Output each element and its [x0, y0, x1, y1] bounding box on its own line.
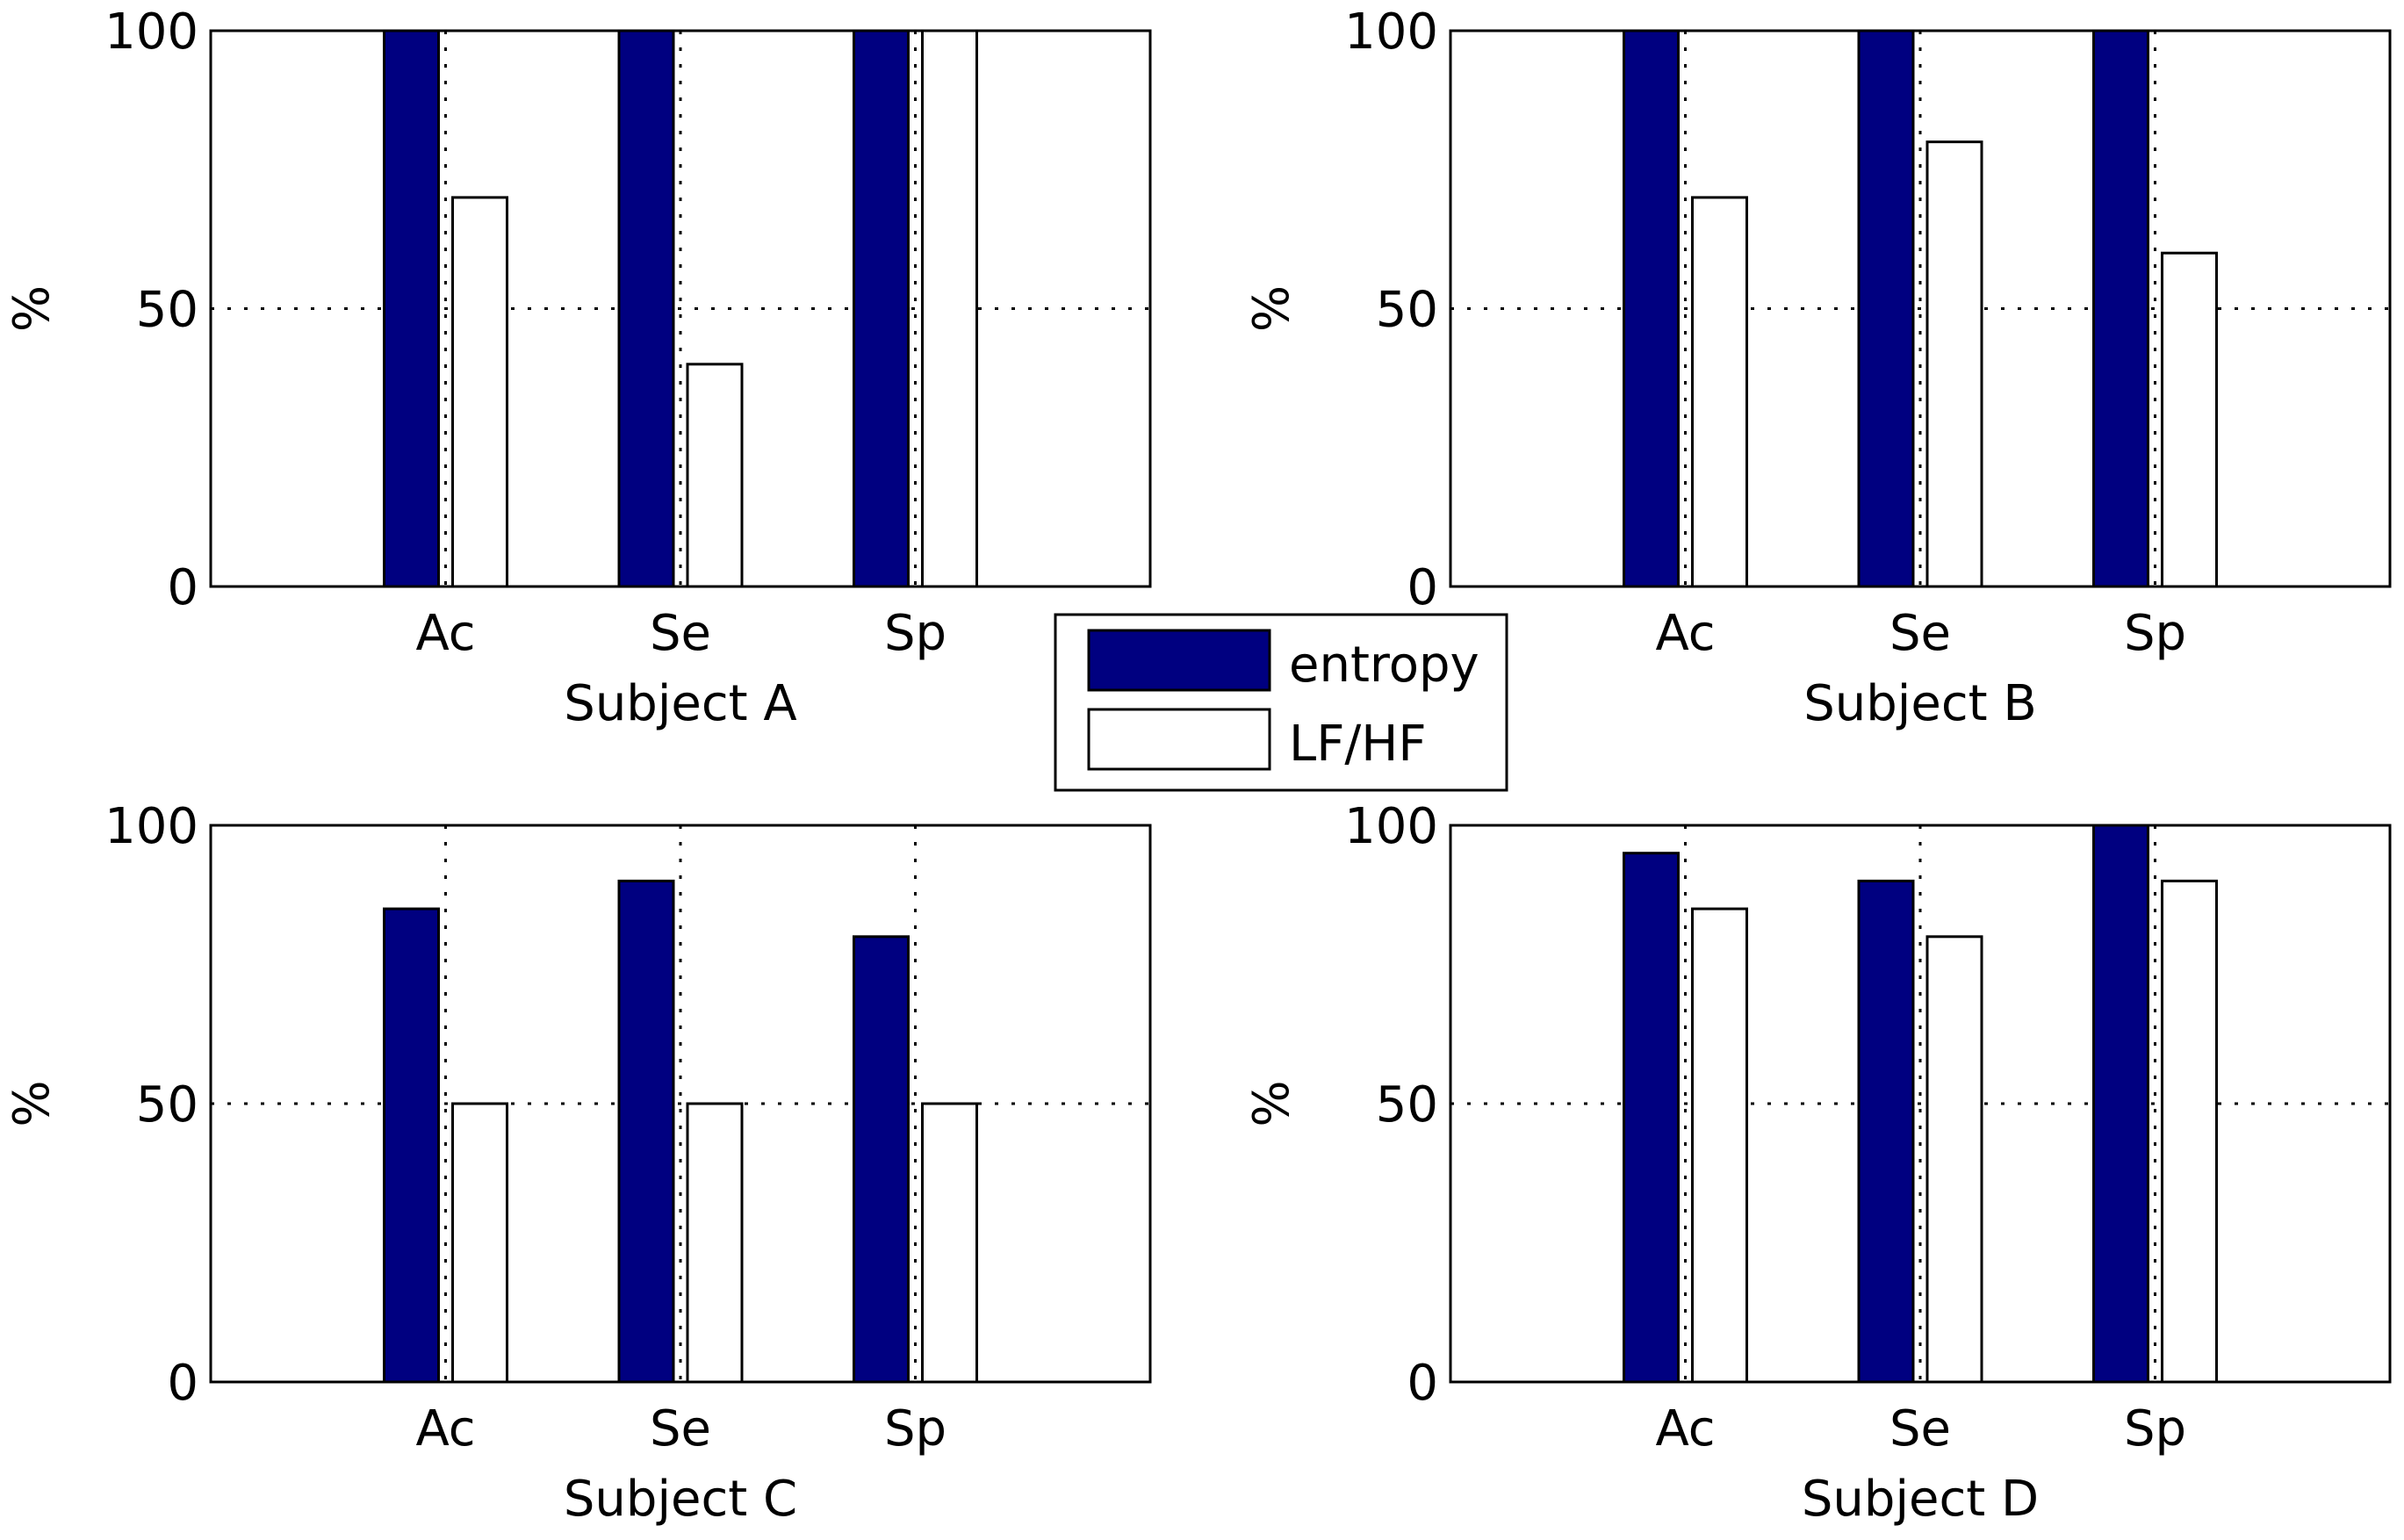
bar-lfhf-sp	[921, 29, 978, 588]
x-axis-label: Subject D	[1802, 1471, 2039, 1528]
bar-entropy-ac	[383, 29, 440, 588]
bar-entropy-ac	[383, 907, 440, 1384]
axes-frame	[209, 29, 1152, 588]
x-axis-label: Subject A	[564, 675, 796, 732]
axes-frame	[1449, 29, 2392, 588]
axes-frame	[1449, 824, 2392, 1384]
axes-frame	[209, 824, 1152, 1384]
panels: 0 50 100 Ac Se Sp Subject A% 0 50 100 Ac Se Sp Subjec…	[4, 4, 2392, 1528]
bar-entropy-se	[1857, 29, 1915, 588]
x-tick-label: Se	[1889, 605, 1951, 662]
bar-entropy-ac	[1623, 29, 1680, 588]
bar-lfhf-se	[1925, 935, 1983, 1384]
y-axis-label: %	[1243, 285, 1300, 332]
bar-entropy-sp	[2092, 824, 2149, 1384]
y-tick-label: 100	[104, 798, 198, 855]
y-tick-label: 0	[1407, 1355, 1438, 1412]
bar-lfhf-ac	[1691, 907, 1748, 1384]
panel-4: 0 50 100 Ac Se Sp Subject D%	[1243, 798, 2392, 1528]
y-axis-label: %	[1243, 1080, 1300, 1126]
y-axis-label: %	[4, 1080, 61, 1126]
legend: entropy LF/HF	[1054, 613, 1508, 792]
bar-lfhf-se	[686, 363, 744, 588]
bar-entropy-sp	[2092, 29, 2149, 588]
y-tick-label: 50	[136, 1076, 198, 1133]
bar-entropy-se	[617, 29, 675, 588]
x-tick-label: Se	[650, 605, 711, 662]
x-tick-label: Sp	[2124, 1400, 2186, 1457]
bar-entropy-se	[1857, 879, 1915, 1384]
bar-lfhf-ac	[1691, 196, 1748, 588]
x-tick-label: Se	[1889, 1400, 1951, 1457]
bar-entropy-se	[617, 879, 675, 1384]
y-tick-label: 100	[1344, 798, 1438, 855]
legend-swatch-lfhf	[1087, 708, 1271, 771]
x-tick-label: Ac	[1655, 605, 1715, 662]
y-axis-label: %	[4, 285, 61, 332]
x-tick-label: Ac	[1655, 1400, 1715, 1457]
bar-lfhf-se	[1925, 140, 1983, 588]
panel-1: 0 50 100 Ac Se Sp Subject A%	[4, 4, 1152, 732]
x-axis-label: Subject B	[1803, 675, 2037, 732]
panel-2: 0 50 100 Ac Se Sp Subject B%	[1243, 4, 2392, 732]
y-tick-label: 0	[167, 1355, 198, 1412]
y-tick-label: 50	[1376, 1076, 1438, 1133]
bar-lfhf-sp	[2161, 879, 2218, 1384]
bar-lfhf-ac	[451, 196, 508, 588]
panel-3: 0 50 100 Ac Se Sp Subject C%	[4, 798, 1152, 1528]
bar-entropy-sp	[853, 935, 910, 1384]
bar-entropy-ac	[1623, 852, 1680, 1384]
bar-lfhf-sp	[2161, 251, 2218, 588]
legend-label-entropy: entropy	[1289, 637, 1479, 694]
bar-entropy-sp	[853, 29, 910, 588]
legend-label-lfhf: LF/HF	[1289, 716, 1427, 773]
y-tick-label: 100	[1344, 4, 1438, 61]
y-tick-label: 50	[136, 282, 198, 339]
bar-lfhf-se	[686, 1102, 744, 1384]
y-tick-label: 0	[167, 559, 198, 616]
x-tick-label: Ac	[415, 1400, 475, 1457]
x-tick-label: Sp	[884, 605, 946, 662]
bar-lfhf-sp	[921, 1102, 978, 1384]
y-tick-label: 50	[1376, 282, 1438, 339]
x-tick-label: Sp	[2124, 605, 2186, 662]
y-tick-label: 0	[1407, 559, 1438, 616]
y-tick-label: 100	[104, 4, 198, 61]
x-axis-label: Subject C	[564, 1471, 797, 1528]
x-tick-label: Sp	[884, 1400, 946, 1457]
legend-swatch-entropy	[1087, 629, 1271, 692]
x-tick-label: Ac	[415, 605, 475, 662]
x-tick-label: Se	[650, 1400, 711, 1457]
bar-lfhf-ac	[451, 1102, 508, 1384]
